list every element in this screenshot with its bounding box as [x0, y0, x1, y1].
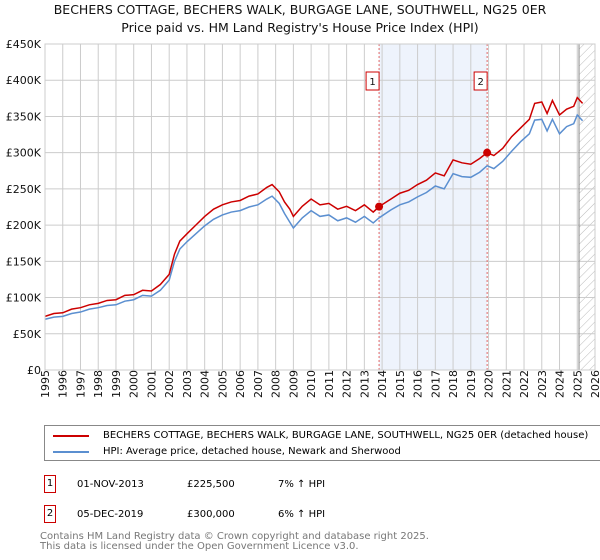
plot-frame — [44, 43, 596, 371]
x-tick-label: 2026 — [589, 370, 600, 398]
x-tick-label: 2007 — [252, 370, 265, 398]
transaction-date: 05-DEC-2019 — [77, 508, 144, 520]
x-tick-label: 2005 — [216, 370, 229, 398]
x-tick-label: 1995 — [39, 370, 52, 398]
y-tick-label: £100K — [6, 292, 42, 305]
x-tick-label: 2015 — [394, 370, 407, 398]
legend-label-hpi: HPI: Average price, detached house, Newa… — [103, 446, 401, 457]
transaction-price: £300,000 — [187, 508, 235, 520]
red-line-swatch — [53, 434, 89, 437]
sale-point — [375, 202, 384, 211]
y-tick-label: £350K — [6, 110, 42, 123]
y-tick-label: £450K — [6, 38, 42, 51]
y-tick-label: £50K — [13, 328, 42, 341]
x-tick-label: 2019 — [465, 370, 478, 398]
marker-box — [473, 71, 488, 91]
x-tick-label: 2004 — [199, 370, 212, 398]
x-tick-label: 1999 — [110, 370, 123, 398]
x-tick-label: 2001 — [145, 370, 158, 398]
price-chart: £0 £50K £100K £150K £200K £250K £300K £350K £400… — [6, 38, 600, 398]
x-tick-label: 2010 — [305, 370, 318, 398]
marker-box — [365, 71, 380, 91]
forecast-hatch — [579, 44, 595, 370]
x-tick-label: 2016 — [412, 370, 425, 398]
legend-item-hpi: HPI: Average price, detached house, Newa… — [53, 446, 401, 457]
x-tick-label: 2000 — [128, 370, 141, 398]
x-tick-label: 2012 — [341, 370, 354, 398]
x-tick-label: 2014 — [376, 370, 389, 398]
footer-copyright: Contains HM Land Registry data © Crown c… — [40, 531, 429, 542]
x-tick-label: 1998 — [92, 370, 105, 398]
legend-item-property: BECHERS COTTAGE, BECHERS WALK, BURGAGE L… — [53, 430, 588, 441]
x-tick-label: 2011 — [323, 370, 336, 398]
y-tick-label: £250K — [6, 183, 42, 196]
series-line — [44, 96, 584, 318]
y-tick-label: £150K — [6, 255, 42, 268]
marker-label: 1 — [369, 77, 375, 88]
x-tick-label: 2018 — [447, 370, 460, 398]
y-tick-label: £200K — [6, 219, 42, 232]
chart-title: BECHERS COTTAGE, BECHERS WALK, BURGAGE L… — [53, 2, 547, 17]
x-tick-label: 2006 — [234, 370, 247, 398]
transaction-row: 2 05-DEC-2019 £300,000 6% ↑ HPI — [44, 505, 325, 523]
chart-subtitle: Price paid vs. HM Land Registry's House … — [121, 20, 479, 35]
y-tick-label: £0 — [27, 364, 41, 377]
x-tick-label: 2020 — [483, 370, 496, 398]
marker-badge: 2 — [44, 505, 56, 523]
x-tick-label: 2002 — [163, 370, 176, 398]
x-tick-label: 2013 — [358, 370, 371, 398]
x-tick-label: 2003 — [181, 370, 194, 398]
x-tick-label: 2022 — [518, 370, 531, 398]
transaction-row: 1 01-NOV-2013 £225,500 7% ↑ HPI — [44, 475, 325, 493]
x-tick-label: 2021 — [500, 370, 513, 398]
sale-point — [483, 148, 492, 157]
series-line — [44, 113, 584, 321]
transaction-date: 01-NOV-2013 — [77, 478, 144, 490]
legend-label-property: BECHERS COTTAGE, BECHERS WALK, BURGAGE L… — [103, 430, 589, 441]
x-tick-label: 1997 — [74, 370, 87, 398]
x-tick-label: 2025 — [571, 370, 584, 398]
transaction-hpi-change: 6% ↑ HPI — [278, 508, 326, 520]
transaction-hpi-change: 7% ↑ HPI — [278, 478, 326, 490]
x-tick-label: 2023 — [536, 370, 549, 398]
transaction-price: £225,500 — [187, 478, 235, 490]
legend: BECHERS COTTAGE, BECHERS WALK, BURGAGE L… — [44, 425, 600, 461]
x-tick-label: 2017 — [429, 370, 442, 398]
marker-badge: 1 — [44, 475, 56, 493]
marker-label: 2 — [477, 77, 483, 88]
x-tick-label: 2008 — [270, 370, 283, 398]
x-tick-label: 2024 — [554, 370, 567, 398]
y-tick-label: £300K — [6, 147, 42, 160]
footer-licence: This data is licensed under the Open Gov… — [40, 541, 359, 552]
blue-line-swatch — [53, 450, 89, 453]
x-tick-label: 2009 — [287, 370, 300, 398]
x-tick-label: 1996 — [57, 370, 70, 398]
y-tick-label: £400K — [6, 74, 42, 87]
